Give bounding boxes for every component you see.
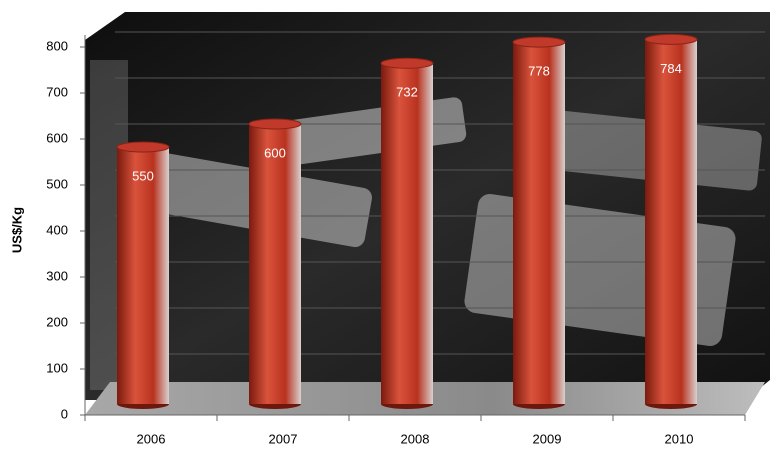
- value-label: 600: [264, 145, 286, 160]
- y-tick-label: 700: [46, 84, 68, 99]
- y-tick-label: 600: [46, 130, 68, 145]
- y-tick-label: 300: [46, 268, 68, 283]
- y-tick-label: 100: [46, 360, 68, 375]
- x-tick-label: 2010: [665, 431, 694, 446]
- bar-top: [512, 36, 566, 48]
- x-tick-label: 2006: [137, 431, 166, 446]
- bars: 550 600 732 778 784: [116, 33, 698, 409]
- bar: [645, 39, 697, 405]
- bar: [381, 63, 433, 404]
- bar-top: [248, 118, 302, 130]
- x-tick-label: 2009: [533, 431, 562, 446]
- value-label: 732: [396, 85, 418, 100]
- x-tick-label: 2007: [269, 431, 298, 446]
- bar: [117, 147, 169, 404]
- bar-top: [116, 141, 170, 153]
- y-tick-label: 0: [61, 406, 68, 421]
- y-axis-title: US$/Kg: [9, 207, 24, 253]
- y-tick-label: 400: [46, 222, 68, 237]
- bar: [513, 42, 565, 405]
- bar: [249, 124, 301, 404]
- y-tick-label: 200: [46, 314, 68, 329]
- bar-top: [380, 57, 434, 69]
- value-label: 784: [660, 61, 682, 76]
- value-label: 550: [132, 168, 154, 183]
- bar-top: [644, 33, 698, 45]
- y-tick-label: 800: [46, 38, 68, 53]
- y-tick-label: 500: [46, 176, 68, 191]
- x-tick-label: 2008: [401, 431, 430, 446]
- value-label: 778: [528, 64, 550, 79]
